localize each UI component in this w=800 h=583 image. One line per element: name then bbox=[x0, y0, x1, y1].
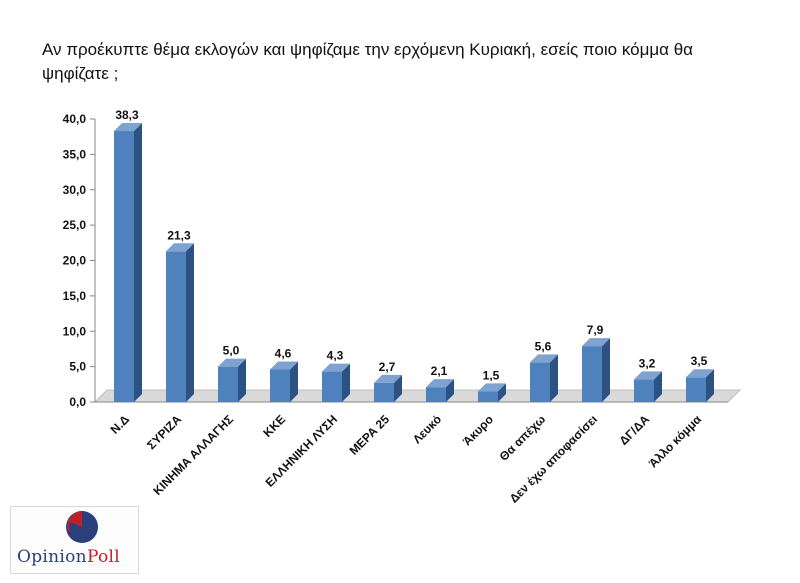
bar-side bbox=[186, 243, 194, 402]
data-label: 3,2 bbox=[639, 356, 656, 370]
x-tick-label: ΜΕΡΑ 25 bbox=[347, 412, 393, 458]
bar bbox=[114, 131, 134, 402]
bar bbox=[634, 379, 654, 402]
bar-top bbox=[582, 338, 610, 347]
data-label: 38,3 bbox=[115, 108, 139, 122]
bar-top bbox=[322, 363, 350, 372]
bar bbox=[686, 377, 706, 402]
logo-text-opinion: Opinion bbox=[17, 547, 87, 567]
x-tick-label: Ν.Δ bbox=[108, 412, 133, 437]
x-tick-label: Άλλο κόμμα bbox=[646, 412, 705, 471]
y-tick-label: 10,0 bbox=[63, 324, 87, 338]
y-tick-label: 5,0 bbox=[69, 360, 86, 374]
data-label: 4,6 bbox=[275, 346, 292, 360]
bar bbox=[166, 251, 186, 402]
data-label: 1,5 bbox=[483, 368, 500, 382]
y-tick-label: 40,0 bbox=[63, 112, 87, 126]
data-label: 2,1 bbox=[431, 364, 448, 378]
data-label: 5,6 bbox=[535, 339, 552, 353]
data-label: 4,3 bbox=[327, 349, 344, 363]
bar bbox=[426, 387, 446, 402]
bar-top bbox=[218, 358, 246, 367]
bar-side bbox=[706, 369, 714, 402]
bar-top bbox=[374, 374, 402, 383]
data-label: 21,3 bbox=[167, 228, 191, 242]
bar-top bbox=[478, 383, 506, 392]
bar-top bbox=[530, 354, 558, 363]
chart-title: Αν προέκυπτε θέμα εκλογών και ψηφίζαμε τ… bbox=[42, 40, 693, 83]
data-label: 3,5 bbox=[691, 354, 708, 368]
bar bbox=[322, 371, 342, 402]
y-tick-label: 30,0 bbox=[63, 183, 87, 197]
data-label: 2,7 bbox=[379, 360, 396, 374]
bar-top bbox=[686, 369, 714, 378]
bar-side bbox=[238, 358, 246, 402]
bar-side bbox=[134, 123, 142, 402]
bar bbox=[582, 346, 602, 402]
bar-top bbox=[114, 123, 142, 132]
y-tick-label: 0,0 bbox=[69, 395, 86, 409]
y-tick-label: 35,0 bbox=[63, 147, 87, 161]
data-label: 7,9 bbox=[587, 323, 604, 337]
bar-side bbox=[446, 379, 454, 402]
bar-top bbox=[634, 371, 662, 380]
bar-top bbox=[166, 243, 194, 252]
bar bbox=[374, 382, 394, 402]
bar-side bbox=[342, 363, 350, 402]
logo-circle-icon bbox=[66, 511, 98, 543]
x-tick-label: ΔΓ/ΔΑ bbox=[616, 412, 652, 448]
bar bbox=[478, 391, 498, 402]
x-tick-label: Θα απέχω bbox=[497, 412, 548, 463]
logo-text: OpinionPoll bbox=[17, 547, 120, 567]
bar-side bbox=[654, 371, 662, 402]
bar-side bbox=[394, 374, 402, 402]
bar-side bbox=[498, 383, 506, 402]
x-tick-label: ΣΥΡΙΖΑ bbox=[144, 412, 184, 452]
bar bbox=[218, 366, 238, 402]
data-label: 5,0 bbox=[223, 344, 240, 358]
logo-text-poll: Poll bbox=[86, 547, 120, 567]
bar-side bbox=[290, 361, 298, 402]
x-tick-label: Δεν έχω αποφασίσει bbox=[507, 412, 600, 505]
bar-side bbox=[550, 354, 558, 402]
y-tick-label: 20,0 bbox=[63, 254, 87, 268]
x-tick-label: Άκυρο bbox=[460, 412, 496, 448]
x-tick-label: ΚΚΕ bbox=[260, 412, 288, 440]
bar-top bbox=[426, 379, 454, 388]
bar-top bbox=[270, 361, 298, 370]
opinionpoll-logo: OpinionPoll bbox=[10, 506, 139, 574]
bar bbox=[530, 362, 550, 402]
bar-side bbox=[602, 338, 610, 402]
bar bbox=[270, 369, 290, 402]
y-tick-label: 25,0 bbox=[63, 218, 87, 232]
y-tick-label: 15,0 bbox=[63, 289, 87, 303]
x-tick-label: Λευκό bbox=[410, 412, 444, 446]
